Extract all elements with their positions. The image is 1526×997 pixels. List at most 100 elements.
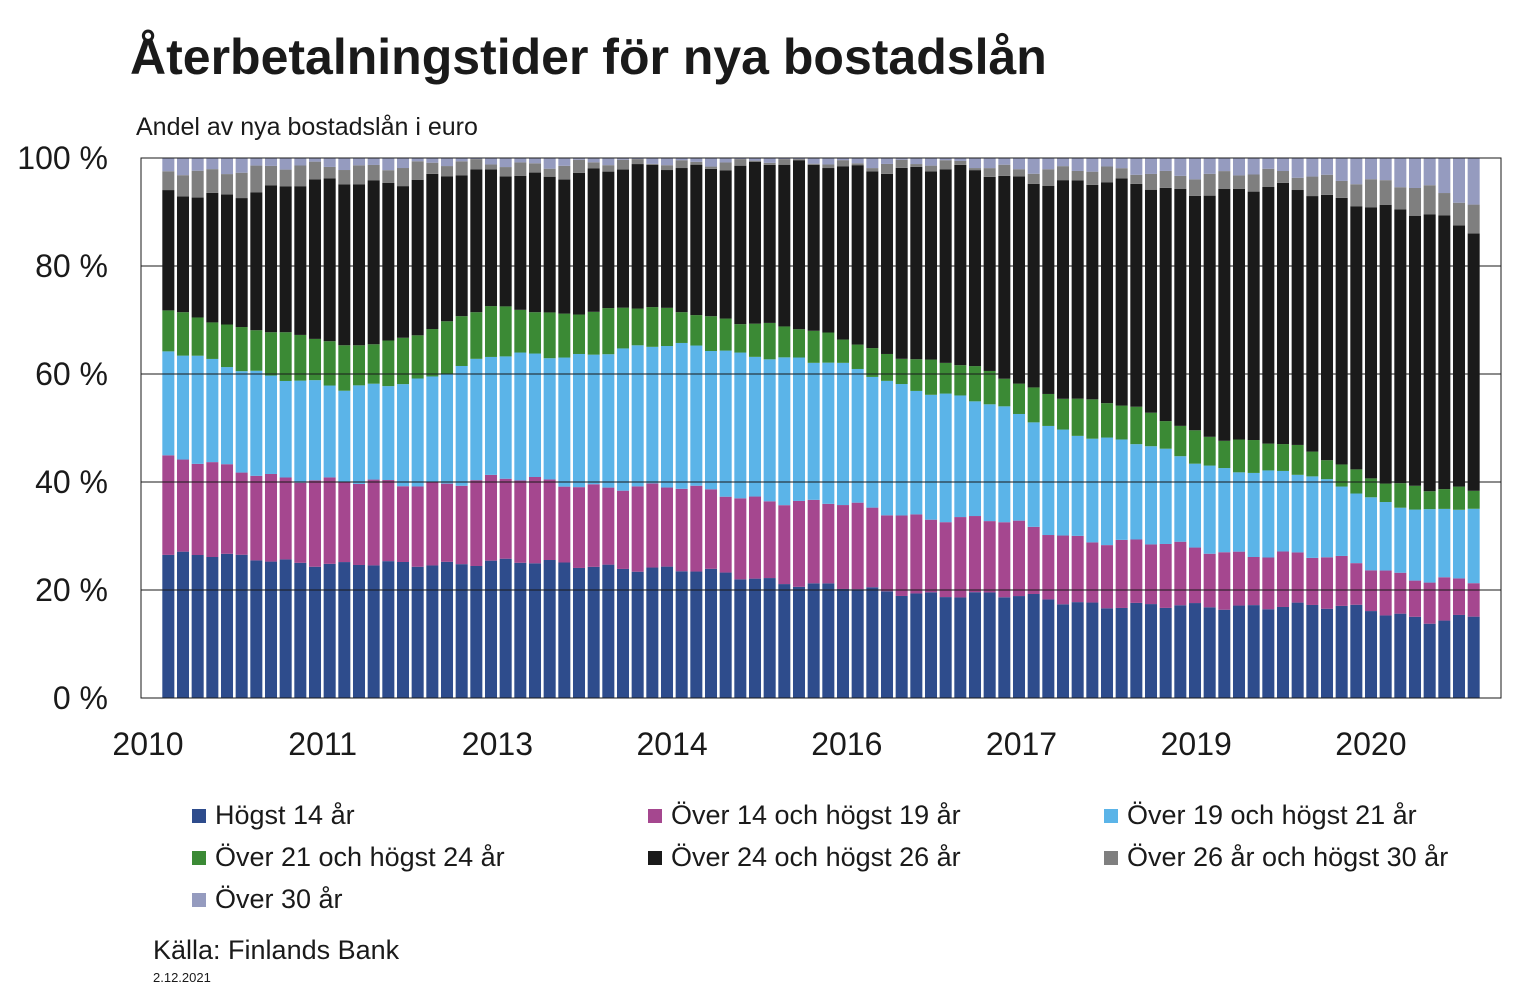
bar-segment <box>1247 158 1260 175</box>
bar-segment <box>191 317 204 356</box>
bar-segment <box>646 483 659 568</box>
bar-segment <box>880 515 894 592</box>
x-tick-label: 2020 <box>1335 726 1406 762</box>
bar-segment <box>235 198 248 328</box>
bar-segment <box>748 158 762 161</box>
bar-segment <box>323 385 336 478</box>
bar-segment <box>1174 188 1187 426</box>
bar-segment <box>616 490 630 569</box>
bar-segment <box>1364 158 1378 180</box>
bar-segment <box>763 578 776 698</box>
bar-segment <box>895 358 908 385</box>
bar-segment <box>426 482 439 566</box>
bar-segment <box>1364 207 1378 479</box>
bar-segment <box>792 160 806 330</box>
bar-segment <box>1042 535 1055 600</box>
bar-segment <box>1218 440 1231 469</box>
bar-segment <box>308 338 322 381</box>
bar-segment <box>690 485 703 572</box>
bar-segment <box>1408 215 1422 486</box>
bar-segment <box>822 168 835 333</box>
bar-segment <box>455 564 468 698</box>
bar-segment <box>807 164 820 331</box>
bar-segment <box>220 158 234 175</box>
bar-segment <box>176 355 190 460</box>
bar-segment <box>514 175 527 310</box>
bar-segment <box>1086 158 1099 172</box>
y-tick-label: 20 % <box>35 572 108 608</box>
bar-segment <box>352 385 366 484</box>
bar-segment <box>1423 582 1436 624</box>
bar-segment <box>1130 183 1143 407</box>
bar-segment <box>1086 184 1099 400</box>
bar-segment <box>176 551 190 698</box>
bar-segment <box>264 561 278 698</box>
bar-segment <box>998 175 1011 379</box>
bar-segment <box>983 168 996 177</box>
bar-segment <box>426 173 439 330</box>
bar-segment <box>1115 178 1128 406</box>
bar-segment <box>1174 456 1187 542</box>
y-tick-label: 0 % <box>53 680 108 716</box>
bar-segment <box>1262 158 1275 169</box>
bar-segment <box>822 362 835 504</box>
bar-segment <box>1335 180 1348 198</box>
bar-segment <box>455 485 468 565</box>
bar-segment <box>1467 158 1480 205</box>
bar-segment <box>1086 602 1099 698</box>
bar-segment <box>748 496 762 579</box>
bar-segment <box>1232 551 1246 606</box>
bar-segment <box>1027 594 1040 698</box>
bar-segment <box>866 507 879 588</box>
bar-segment <box>1408 158 1422 188</box>
bar-segment <box>382 480 395 562</box>
bar-segment <box>675 160 688 169</box>
bar-segment <box>499 478 512 559</box>
bar-segment <box>866 376 879 508</box>
bar-segment <box>910 158 923 165</box>
bar-segment <box>1291 552 1304 603</box>
bar-segment <box>396 337 410 385</box>
bar-segment <box>1042 169 1055 186</box>
bar-segment <box>338 562 351 698</box>
bar-segment <box>455 365 468 486</box>
bar-segment <box>1438 193 1451 216</box>
bar-segment <box>250 330 263 371</box>
bar-segment <box>1394 158 1407 188</box>
bar-segment <box>1408 485 1422 510</box>
bar-segment <box>1423 185 1436 215</box>
bar-segment <box>998 597 1011 698</box>
bar-segment <box>1306 604 1319 698</box>
bar-segment <box>1232 175 1246 189</box>
bar-segment <box>807 163 820 165</box>
bar-segment <box>264 165 278 186</box>
legend-swatch <box>192 808 206 823</box>
bar-segment <box>1056 158 1070 167</box>
bar-segment <box>440 483 454 562</box>
bar-segment <box>1144 173 1158 190</box>
bar-segment <box>235 172 248 199</box>
bar-segment <box>323 477 336 564</box>
bar-segment <box>1247 605 1260 698</box>
bar-segment <box>1350 563 1363 605</box>
bar-segment <box>162 455 175 555</box>
bar-segment <box>851 344 864 369</box>
bar-segment <box>1291 177 1304 191</box>
bar-segment <box>572 487 586 568</box>
bar-segment <box>1203 173 1216 196</box>
bar-segment <box>690 571 703 698</box>
bar-segment <box>968 366 982 402</box>
bar-segment <box>1086 171 1099 185</box>
bar-segment <box>176 312 190 356</box>
bar-segment <box>851 368 864 503</box>
bar-segment <box>1218 171 1231 189</box>
bar-segment <box>308 179 322 339</box>
bar-segment <box>983 158 996 169</box>
bar-segment <box>220 553 234 698</box>
y-tick-label: 80 % <box>35 248 108 284</box>
bar-segment <box>1115 158 1128 169</box>
bar-segment <box>851 158 864 164</box>
bar-segment <box>220 464 234 554</box>
bar-segment <box>851 589 864 698</box>
bar-segment <box>807 583 820 698</box>
